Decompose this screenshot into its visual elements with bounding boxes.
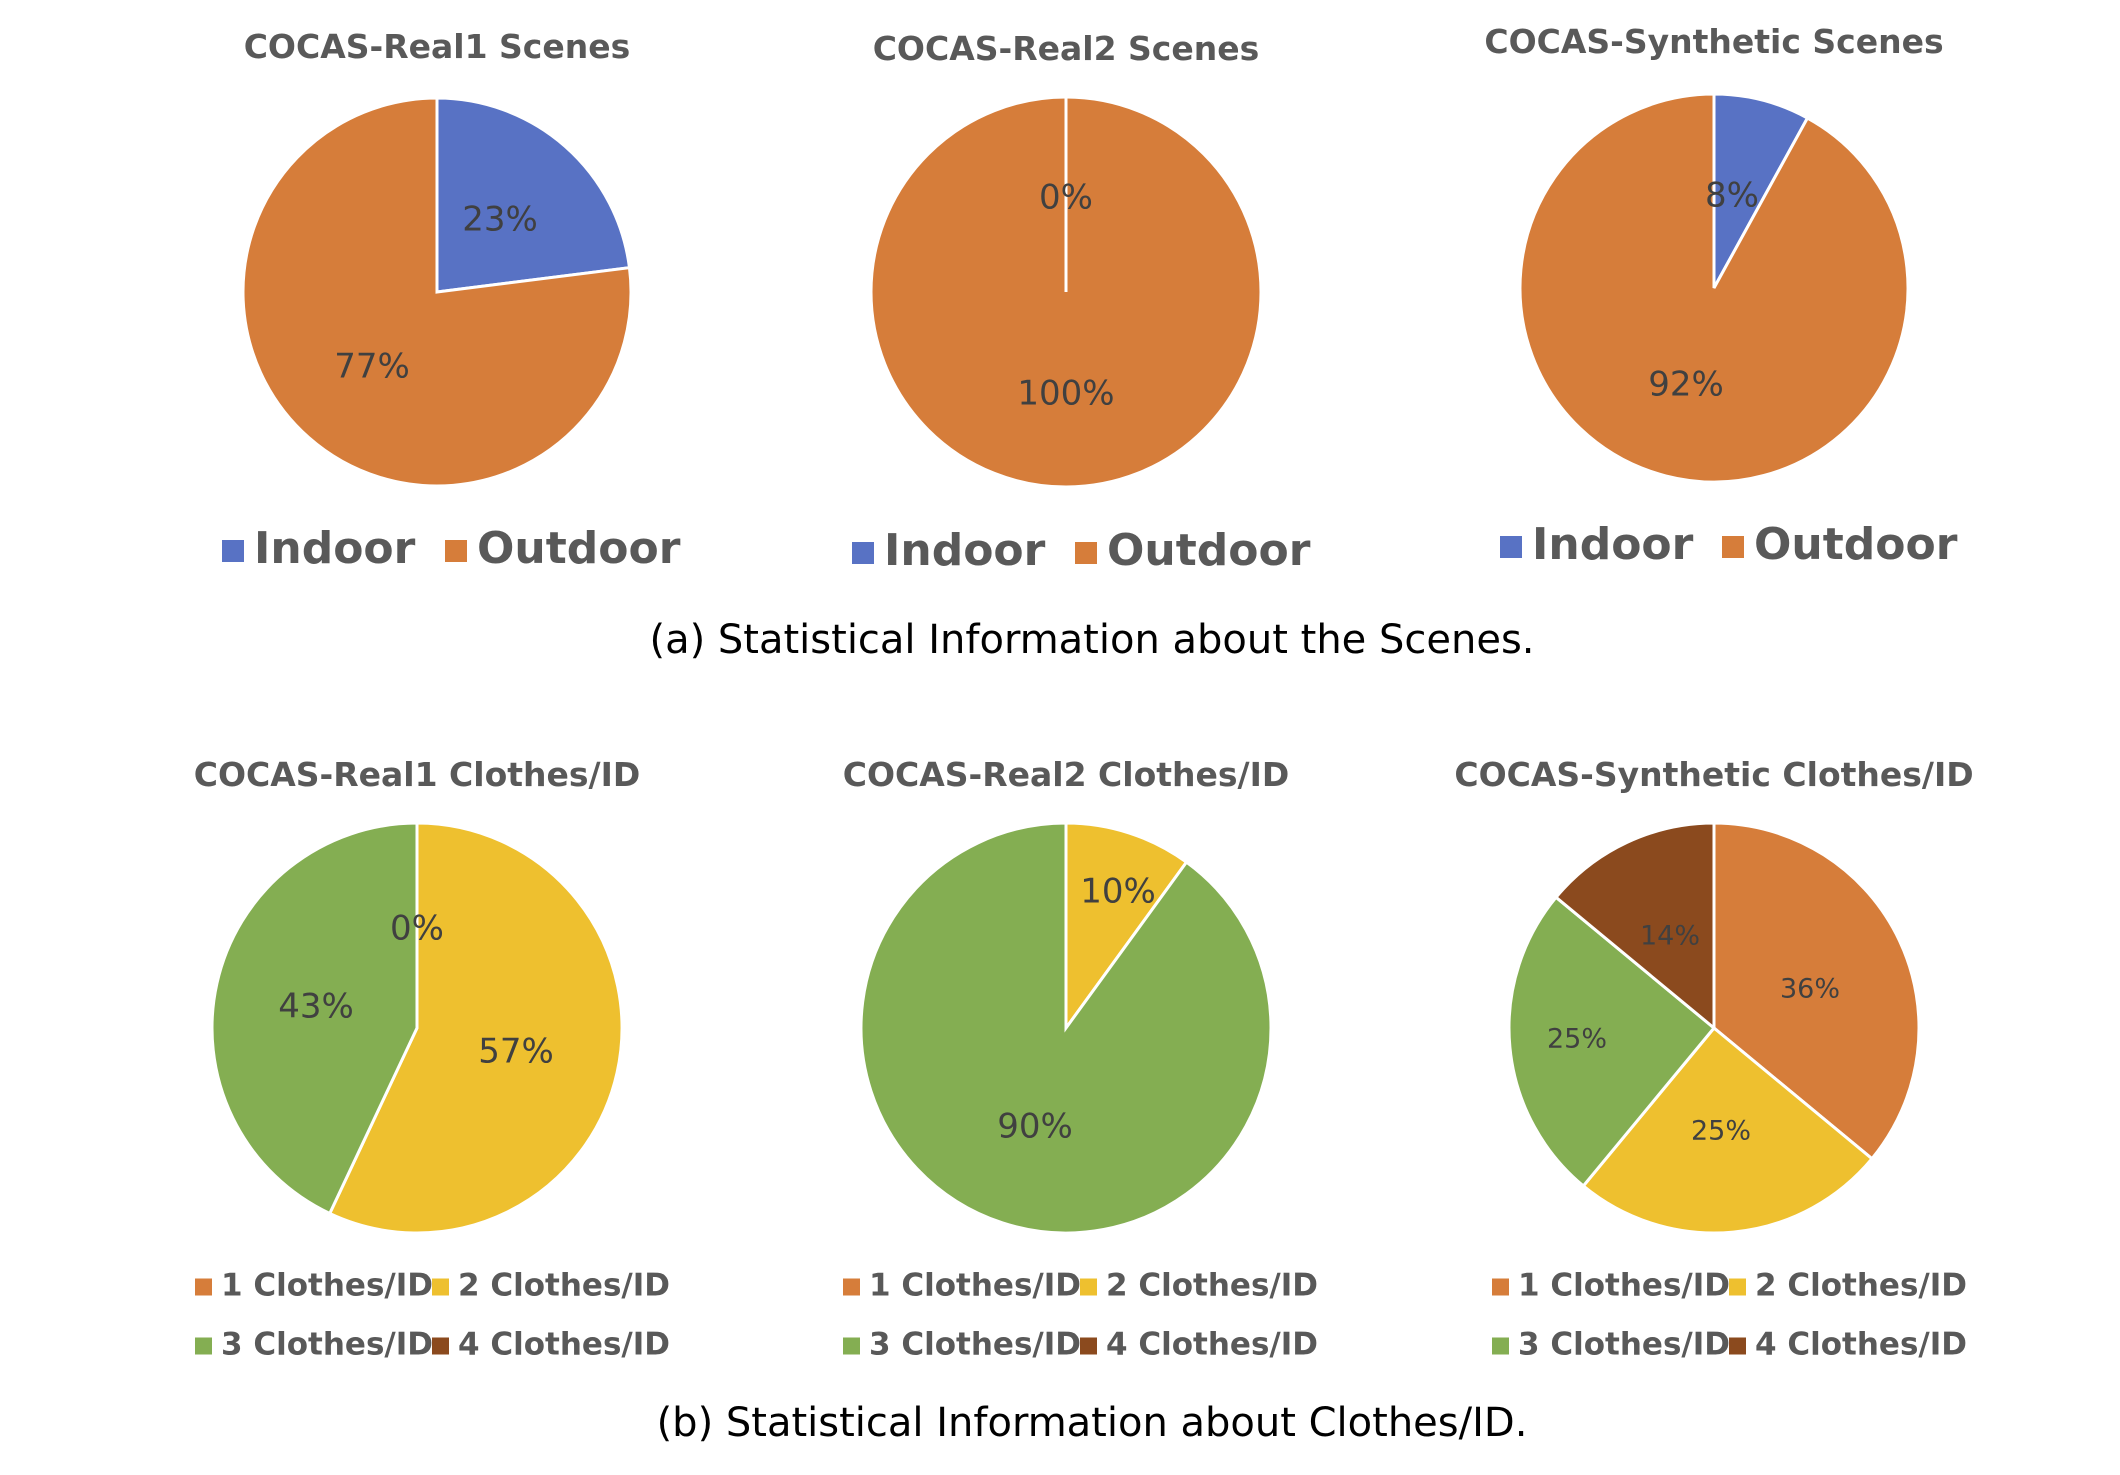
chart-title: COCAS-Real1 Scenes bbox=[244, 27, 631, 66]
legend-swatch bbox=[432, 1278, 449, 1296]
legend-swatch bbox=[195, 1337, 212, 1355]
legend-swatch bbox=[222, 540, 244, 562]
chart-synthetic-clothes: COCAS-Synthetic Clothes/ID 36%25%25%14% … bbox=[1454, 755, 1973, 1363]
legend: 1 Clothes/ID 2 Clothes/ID 3 Clothes/ID 4 Cl… bbox=[1492, 1268, 1967, 1363]
legend-swatch bbox=[1075, 542, 1097, 564]
pie-slice-2-clothes-id bbox=[1064, 821, 1189, 1033]
legend-label: 1 Clothes/ID bbox=[1518, 1268, 1730, 1304]
data-label: 57% bbox=[478, 1032, 554, 1072]
legend-swatch bbox=[852, 542, 874, 564]
legend-label: 4 Clothes/ID bbox=[1755, 1327, 1967, 1363]
pie-slice-outdoor bbox=[1518, 92, 1910, 484]
data-label: 90% bbox=[997, 1107, 1073, 1147]
pie: 8% 92% bbox=[1518, 92, 1910, 484]
pie-slice-1-clothes-id bbox=[1712, 821, 1921, 1161]
legend-swatch bbox=[1492, 1337, 1509, 1355]
legend: Indoor Outdoor bbox=[222, 523, 681, 574]
legend-swatch bbox=[1500, 536, 1522, 558]
legend-label: Outdoor bbox=[477, 523, 681, 574]
data-label: 23% bbox=[462, 200, 538, 240]
legend-swatch bbox=[1080, 1278, 1097, 1296]
legend-swatch bbox=[1722, 536, 1744, 558]
legend-label: 3 Clothes/ID bbox=[1518, 1327, 1730, 1363]
legend-swatch bbox=[195, 1278, 212, 1296]
legend-swatch bbox=[432, 1337, 449, 1355]
legend-label: 4 Clothes/ID bbox=[458, 1327, 670, 1363]
legend-label: 4 Clothes/ID bbox=[1106, 1327, 1318, 1363]
pie-slice-indoor bbox=[435, 96, 632, 294]
legend-swatch bbox=[843, 1278, 860, 1296]
chart-real2-scenes: COCAS-Real2 Scenes 0% 100% Indoor Outdoor bbox=[852, 29, 1311, 576]
legend-label: 1 Clothes/ID bbox=[221, 1268, 433, 1304]
legend-label: Indoor bbox=[254, 523, 416, 574]
pie: 0% 57% 43% bbox=[210, 821, 624, 1235]
caption-clothes: (b) Statistical Information about Clothe… bbox=[657, 1400, 1528, 1446]
legend: 1 Clothes/ID 2 Clothes/ID 3 Clothes/ID 4 Cl… bbox=[843, 1268, 1318, 1363]
pie: 36% 25% 25% 14% bbox=[1507, 821, 1921, 1235]
data-label: 25% bbox=[1691, 1116, 1751, 1147]
legend-label: 3 Clothes/ID bbox=[869, 1327, 1081, 1363]
chart-title: COCAS-Synthetic Clothes/ID bbox=[1454, 755, 1973, 794]
pie-slice-4-clothes-id bbox=[1553, 821, 1716, 1032]
data-label: 14% bbox=[1640, 921, 1700, 952]
chart-title: COCAS-Real2 Scenes bbox=[873, 29, 1260, 68]
legend-swatch bbox=[445, 540, 467, 562]
data-label: 0% bbox=[1039, 178, 1093, 218]
legend-label: 3 Clothes/ID bbox=[221, 1327, 433, 1363]
legend-label: Outdoor bbox=[1754, 519, 1958, 570]
pie: 23% 77% bbox=[241, 96, 633, 488]
legend: Indoor Outdoor bbox=[1500, 519, 1958, 570]
data-label: 36% bbox=[1780, 974, 1840, 1005]
chart-title: COCAS-Real1 Clothes/ID bbox=[194, 755, 641, 794]
pie-slice-2-clothes-id bbox=[327, 821, 624, 1235]
chart-real1-clothes: COCAS-Real1 Clothes/ID 0% 57% 43% 1 Clothe… bbox=[194, 755, 670, 1363]
legend-swatch bbox=[1729, 1278, 1746, 1296]
legend-swatch bbox=[1492, 1278, 1509, 1296]
legend-label: 2 Clothes/ID bbox=[1106, 1268, 1318, 1304]
data-label: 25% bbox=[1547, 1024, 1607, 1055]
data-label: 43% bbox=[278, 987, 354, 1027]
legend-label: Outdoor bbox=[1107, 525, 1311, 576]
data-label: 92% bbox=[1648, 365, 1724, 405]
legend: 1 Clothes/ID 2 Clothes/ID 3 Clothes/ID 4 Cl… bbox=[195, 1268, 670, 1363]
pie: 10% 90% bbox=[859, 821, 1273, 1235]
data-label: 10% bbox=[1080, 872, 1156, 912]
chart-real1-scenes: COCAS-Real1 Scenes 23% 77% Indoor Outdoor bbox=[222, 27, 681, 574]
pie-slice-2-clothes-id bbox=[1581, 1025, 1875, 1235]
legend-label: 2 Clothes/ID bbox=[458, 1268, 670, 1304]
legend-label: 1 Clothes/ID bbox=[869, 1268, 1081, 1304]
pie-slice-3-clothes-id bbox=[1507, 895, 1717, 1189]
chart-title: COCAS-Real2 Clothes/ID bbox=[843, 755, 1290, 794]
pie-slice-3-clothes-id bbox=[859, 821, 1273, 1235]
legend-swatch bbox=[1729, 1337, 1746, 1355]
caption-scenes: (a) Statistical Information about the Sc… bbox=[649, 617, 1534, 663]
data-label: 0% bbox=[390, 909, 444, 949]
pie: 0% 100% bbox=[869, 95, 1263, 489]
chart-synthetic-scenes: COCAS-Synthetic Scenes 8% 92% Indoor Outdo… bbox=[1484, 22, 1957, 570]
legend-label: Indoor bbox=[884, 525, 1046, 576]
pie-slice-indoor bbox=[1712, 92, 1810, 289]
legend-swatch bbox=[843, 1337, 860, 1355]
legend-label: 2 Clothes/ID bbox=[1755, 1268, 1967, 1304]
legend-label: Indoor bbox=[1532, 519, 1694, 570]
pie-slice-outdoor bbox=[241, 96, 633, 488]
chart-real2-clothes: COCAS-Real2 Clothes/ID 10% 90% 1 Clothes/… bbox=[843, 755, 1318, 1363]
legend: Indoor Outdoor bbox=[852, 525, 1311, 576]
pie-slice-3-clothes-id bbox=[210, 821, 419, 1216]
data-label: 8% bbox=[1705, 176, 1759, 216]
data-label: 100% bbox=[1017, 374, 1114, 414]
chart-title: COCAS-Synthetic Scenes bbox=[1484, 22, 1943, 61]
legend-swatch bbox=[1080, 1337, 1097, 1355]
data-label: 77% bbox=[334, 347, 410, 387]
